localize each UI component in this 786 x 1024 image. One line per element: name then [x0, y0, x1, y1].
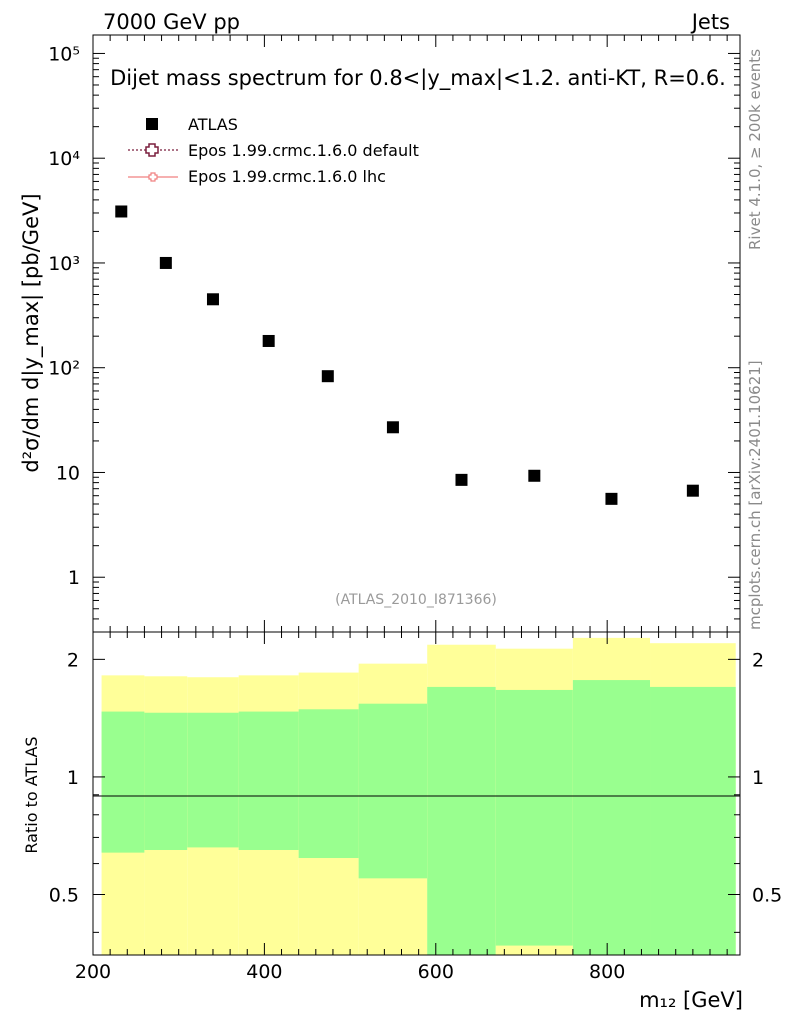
header-collision-label: 7000 GeV pp	[103, 10, 240, 34]
ratio-ylabel: Ratio to ATLAS	[22, 736, 41, 853]
atlas-data-point	[262, 334, 275, 347]
main-y-tick-label: 10²	[48, 358, 80, 380]
ratio-green-band	[238, 711, 299, 850]
main-y-tick-label: 10	[56, 462, 80, 484]
main-y-tick-label: 10⁴	[48, 148, 80, 170]
ratio-plot-frame	[92, 631, 741, 956]
ratio-green-band	[650, 686, 736, 955]
ratio-green-band	[101, 711, 145, 853]
header-topic-label: Jets	[690, 10, 730, 34]
atlas-data-points	[115, 205, 699, 505]
ratio-y-tick-label-left: 2	[67, 649, 79, 671]
x-tick-label: 200	[75, 961, 111, 983]
ratio-green-band	[572, 680, 651, 955]
ratio-y-tick-label-right: 1	[752, 767, 764, 789]
x-tick-label: 600	[418, 961, 454, 983]
legend-epos-lhc-label: Epos 1.99.crmc.1.6.0 lhc	[188, 167, 386, 186]
main-ylabel: d²σ/dm d|y_max| [pb/GeV]	[19, 193, 44, 472]
rivet-version-label: Rivet 4.1.0, ≥ 200k events	[746, 49, 764, 250]
ratio-y-tick-label-right: 0.5	[752, 885, 782, 907]
mcplots-label: mcplots.cern.ch [arXiv:2401.10621]	[746, 360, 764, 630]
ratio-green-band	[144, 712, 188, 850]
legend-epos-default-marker	[145, 143, 159, 157]
main-plot-axes: 1 10 10² 10³ 10⁴ 10⁵	[48, 35, 740, 633]
ratio-green-band	[495, 689, 573, 946]
legend: ATLAS Epos 1.99.crmc.1.6.0 default Epos …	[128, 115, 419, 186]
plot-title: Dijet mass spectrum for 0.8<|y_max|<1.2.…	[110, 66, 726, 91]
atlas-data-point	[321, 370, 334, 383]
analysis-watermark: (ATLAS_2010_I871366)	[335, 592, 497, 608]
atlas-data-point	[206, 293, 219, 306]
main-y-tick-label: 10⁵	[48, 43, 80, 65]
legend-epos-lhc-marker	[148, 172, 158, 182]
atlas-data-point	[386, 421, 399, 434]
legend-atlas-label: ATLAS	[188, 115, 238, 134]
ratio-y-tick-label-right: 2	[752, 649, 764, 671]
main-y-tick-label: 10³	[48, 253, 80, 275]
main-y-tick-label: 1	[68, 567, 80, 589]
ratio-plot-axes: 0.5 0.5 1 1 2 2 200 400 600 800	[49, 632, 782, 983]
atlas-data-point	[528, 469, 541, 482]
atlas-data-point	[115, 205, 128, 218]
atlas-data-point	[605, 492, 618, 505]
ratio-y-tick-label-left: 0.5	[49, 885, 79, 907]
ratio-green-band	[427, 686, 496, 955]
atlas-data-point	[159, 256, 172, 269]
x-tick-label: 800	[589, 961, 625, 983]
ratio-green-band	[298, 709, 359, 859]
atlas-data-point	[686, 484, 699, 497]
x-tick-label: 400	[246, 961, 282, 983]
legend-epos-default-label: Epos 1.99.crmc.1.6.0 default	[188, 141, 419, 160]
atlas-data-point	[455, 473, 468, 486]
ratio-y-tick-label-left: 1	[67, 767, 79, 789]
legend-atlas-marker	[146, 118, 158, 130]
ratio-xlabel: m₁₂ [GeV]	[639, 988, 743, 1012]
ratio-green-band	[187, 712, 239, 848]
ratio-green-band	[358, 703, 428, 879]
